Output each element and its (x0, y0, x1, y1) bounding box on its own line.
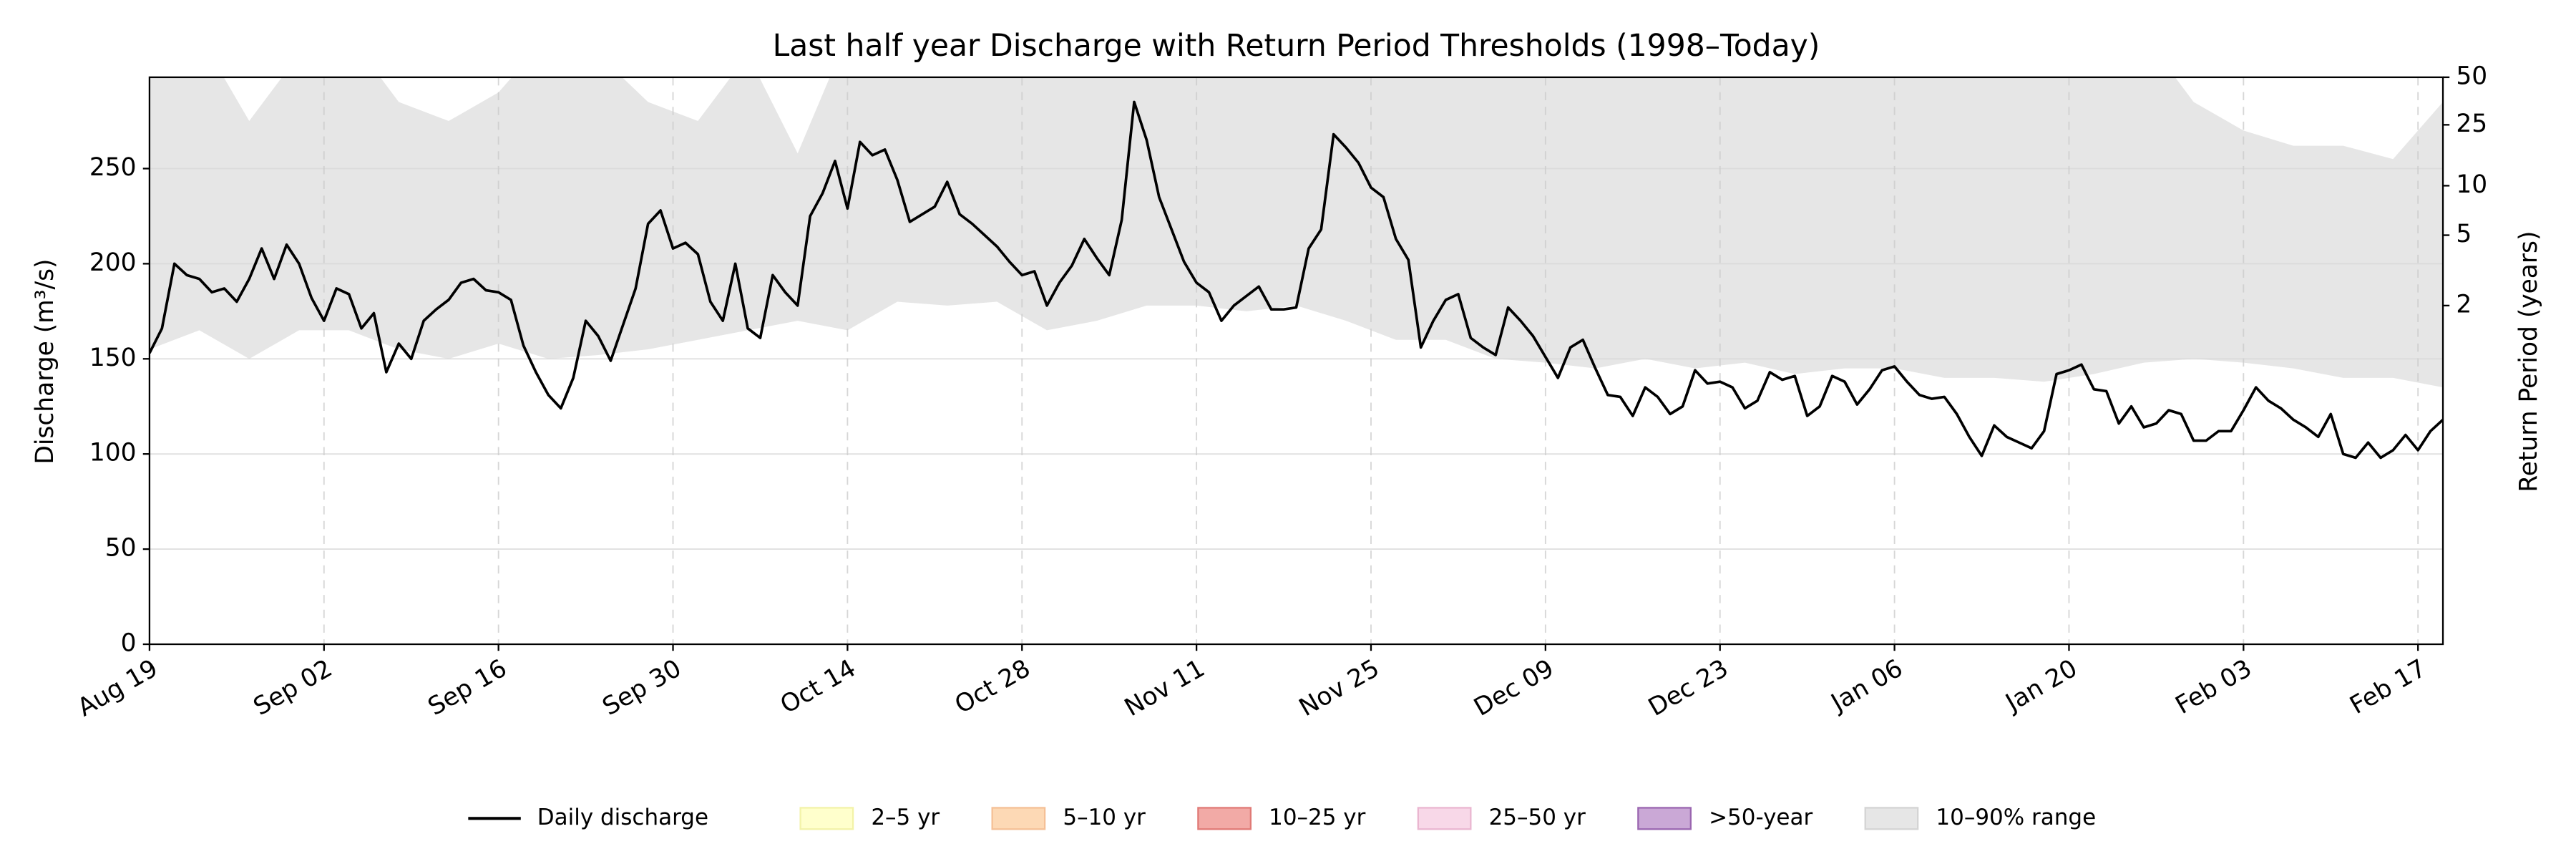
legend-label: >50-year (1709, 805, 1813, 830)
y-tick-label: 200 (89, 248, 137, 277)
legend-swatch (799, 807, 854, 830)
x-tick-label: Nov 25 (1294, 654, 1385, 723)
legend-label: Daily discharge (537, 805, 708, 830)
axes-frame (148, 76, 2444, 646)
x-tick-label: Sep 02 (249, 654, 338, 722)
range-band (149, 77, 2444, 388)
legend-label: 10–25 yr (1269, 805, 1366, 830)
x-tick-label: Jan 20 (2000, 654, 2082, 719)
legend-swatch (991, 807, 1046, 830)
legend-swatch (1637, 807, 1692, 830)
y2-tick-label: 2 (2456, 290, 2472, 319)
plot-area (149, 77, 2444, 644)
y-tick-label: 250 (89, 153, 137, 182)
y-axis-label: Discharge (m³/s) (31, 259, 59, 465)
y-tick-label: 50 (105, 534, 137, 563)
y-tick-label: 0 (121, 629, 137, 657)
x-tick-label: Dec 23 (1644, 654, 1733, 722)
legend-swatch (1417, 807, 1472, 830)
x-tick-label: Feb 03 (2171, 654, 2257, 720)
x-tick-label: Dec 09 (1469, 654, 1558, 722)
legend: Daily discharge 2–5 yr 5–10 yr 10–25 yr 25–5… (468, 805, 2096, 830)
discharge-line (149, 100, 2444, 460)
y2-tick-label: 5 (2456, 220, 2472, 248)
y-tick-label: 100 (89, 439, 137, 467)
y-tick-label: 150 (89, 344, 137, 372)
legend-swatch (1197, 807, 1252, 830)
y2-tick-label: 50 (2456, 62, 2487, 90)
legend-label: 25–50 yr (1489, 805, 1586, 830)
legend-label: 2–5 yr (871, 805, 940, 830)
legend-label: 10–90% range (1936, 805, 2096, 830)
x-tick-label: Aug 19 (73, 654, 163, 723)
x-tick-label: Nov 11 (1120, 654, 1210, 723)
x-tick-label: Jan 06 (1825, 654, 1908, 719)
legend-swatch (1864, 807, 1919, 830)
legend-label: 5–10 yr (1063, 805, 1146, 830)
y2-tick-label: 25 (2456, 110, 2487, 138)
x-tick-label: Oct 28 (950, 654, 1035, 720)
x-tick-label: Feb 17 (2345, 654, 2431, 720)
x-tick-label: Oct 14 (776, 654, 861, 720)
x-tick-label: Sep 30 (597, 654, 686, 722)
y2-axis-label: Return Period (years) (2514, 231, 2543, 492)
y2-tick-label: 10 (2456, 170, 2487, 199)
chart-title: Last half year Discharge with Return Per… (773, 29, 1820, 64)
x-tick-label: Sep 16 (423, 654, 512, 722)
